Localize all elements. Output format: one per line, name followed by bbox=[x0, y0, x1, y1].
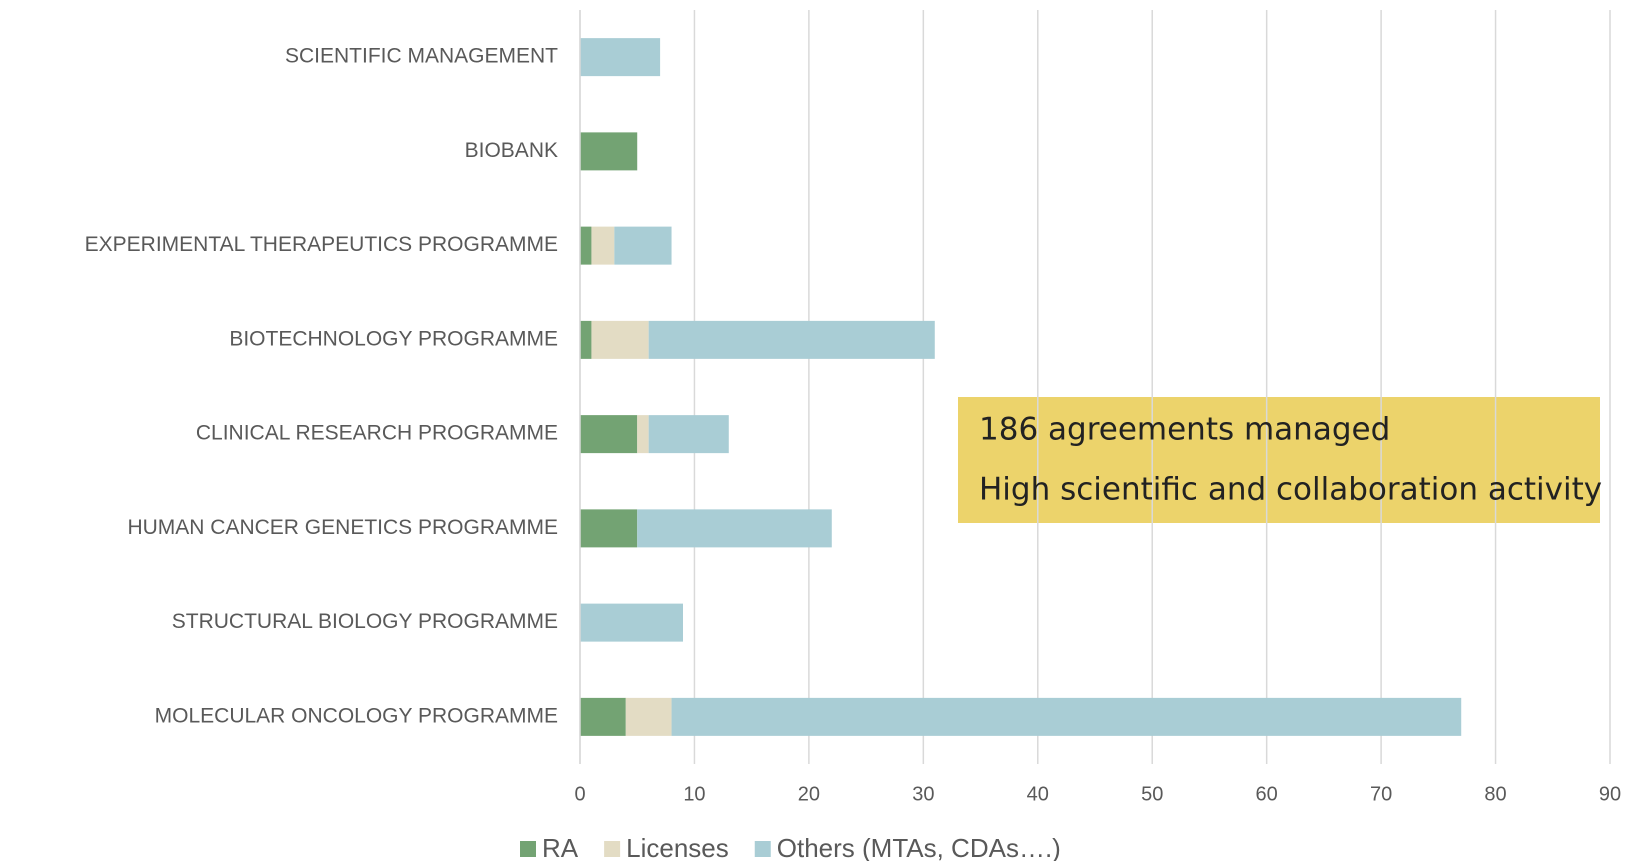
legend-swatch bbox=[520, 841, 536, 857]
bar-segment bbox=[580, 603, 683, 642]
bar-segment bbox=[580, 697, 626, 736]
bar-segment bbox=[648, 320, 935, 359]
bar-segment bbox=[648, 415, 729, 454]
bar-segment bbox=[671, 697, 1462, 736]
y-tick-label: BIOBANK bbox=[465, 139, 558, 162]
legend-swatch bbox=[754, 841, 771, 857]
legend-label: Others (MTAs, CDAs….) bbox=[777, 833, 1061, 861]
y-tick-label: STRUCTURAL BIOLOGY PROGRAMME bbox=[172, 610, 558, 633]
x-tick-label: 10 bbox=[683, 783, 705, 805]
y-tick-label: BIOTECHNOLOGY PROGRAMME bbox=[229, 327, 558, 350]
legend-swatch bbox=[604, 841, 621, 857]
annotation: 186 agreements managed bbox=[979, 412, 1390, 448]
bar-segment bbox=[614, 226, 672, 265]
x-tick-label: 70 bbox=[1370, 783, 1392, 805]
y-tick-label: CLINICAL RESEARCH PROGRAMME bbox=[196, 422, 558, 445]
bar-segment bbox=[580, 226, 592, 265]
x-tick-label: 40 bbox=[1027, 783, 1049, 805]
bar-segment bbox=[580, 38, 661, 77]
bar-segment bbox=[580, 320, 592, 359]
bar-segment bbox=[637, 415, 649, 454]
x-tick-label: 0 bbox=[574, 783, 585, 805]
grid bbox=[579, 10, 1611, 764]
bar-segment bbox=[580, 415, 638, 454]
bar-segment bbox=[580, 132, 638, 171]
legend-label: Licenses bbox=[626, 833, 729, 861]
x-tick-label: 80 bbox=[1484, 783, 1506, 805]
bar-segment bbox=[591, 226, 615, 265]
bar-segment bbox=[591, 320, 649, 359]
x-tick-label: 30 bbox=[912, 783, 934, 805]
x-tick-label: 50 bbox=[1141, 783, 1163, 805]
x-tick-label: 90 bbox=[1599, 783, 1621, 805]
bar-segment bbox=[637, 509, 832, 548]
y-tick-label: EXPERIMENTAL THERAPEUTICS PROGRAMME bbox=[85, 233, 558, 256]
y-tick-label: HUMAN CANCER GENETICS PROGRAMME bbox=[127, 516, 558, 539]
bar-segment bbox=[580, 509, 638, 548]
y-tick-label: SCIENTIFIC MANAGEMENT bbox=[285, 45, 558, 68]
annotation-box bbox=[958, 397, 1600, 523]
annotation: High scientific and collaboration activi… bbox=[979, 472, 1602, 508]
y-tick-label: MOLECULAR ONCOLOGY PROGRAMME bbox=[155, 704, 558, 727]
legend-label: RA bbox=[542, 833, 579, 861]
bar-segment bbox=[625, 697, 672, 736]
x-tick-label: 60 bbox=[1256, 783, 1278, 805]
x-tick-label: 20 bbox=[798, 783, 820, 805]
